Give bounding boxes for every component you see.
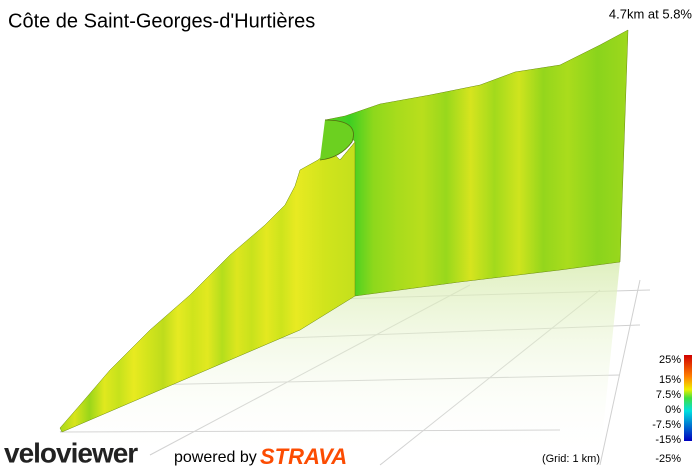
gradient-scale (684, 355, 692, 441)
climb-wall-right (324, 29, 629, 297)
reflection (62, 262, 620, 460)
legend-label: -15% (655, 434, 681, 446)
brand-logo: veloviewer (4, 437, 138, 468)
legend-label: 15% (659, 374, 681, 386)
title: Côte de Saint-Georges-d'Hurtières (8, 10, 315, 32)
powered-by: powered by (174, 449, 257, 466)
legend-label: -25% (655, 453, 681, 465)
summary: 4.7km at 5.8% (609, 6, 693, 21)
legend-label: 7.5% (656, 389, 681, 401)
switchback-top (319, 119, 354, 161)
grid-note: (Grid: 1 km) (542, 453, 600, 465)
legend-label: 0% (665, 404, 681, 416)
legend-label: 25% (659, 354, 681, 366)
climb-wall-left (59, 141, 356, 433)
strava-logo: STRAVA (260, 444, 347, 468)
legend-label: -7.5% (652, 419, 681, 431)
